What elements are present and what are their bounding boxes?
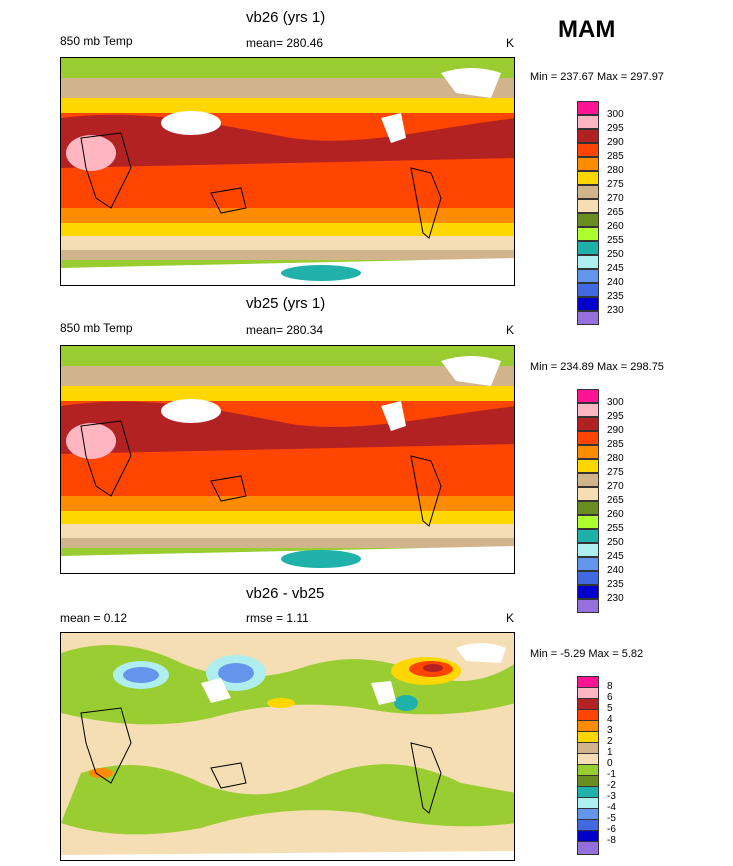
swatch	[577, 255, 599, 269]
swatch	[577, 529, 599, 543]
colorbar-label: 265	[607, 207, 624, 218]
panel-1-mean: mean= 280.46	[246, 36, 324, 50]
colorbar-label: 295	[607, 123, 624, 134]
swatch	[577, 543, 599, 557]
colorbar-label: 3	[607, 725, 613, 736]
swatch	[577, 227, 599, 241]
panel-2-mean: mean= 280.34	[246, 323, 324, 337]
swatch	[577, 585, 599, 599]
colorbar-label: 235	[607, 291, 624, 302]
colorbar-label: 230	[607, 593, 624, 604]
colorbar-label: 250	[607, 537, 624, 548]
colorbar-label: -6	[607, 824, 616, 835]
swatch	[577, 841, 599, 855]
swatch	[577, 311, 599, 325]
colorbar-label: 270	[607, 193, 624, 204]
swatch	[577, 459, 599, 473]
panel-1-map	[60, 57, 515, 286]
panel-3-title: vb26 - vb25	[246, 585, 325, 602]
colorbar-label: 240	[607, 565, 624, 576]
panel-1-title: vb26 (yrs 1)	[246, 9, 326, 26]
colorbar-label: 4	[607, 714, 613, 725]
panel-2-variable: 850 mb Temp	[60, 321, 133, 335]
swatch	[577, 389, 599, 403]
colorbar-label: 275	[607, 179, 624, 190]
swatch	[577, 599, 599, 613]
swatch	[577, 213, 599, 227]
colorbar-label: 285	[607, 439, 624, 450]
swatch	[577, 501, 599, 515]
panel-3-mean: mean = 0.12	[60, 611, 128, 625]
swatch	[577, 571, 599, 585]
swatch	[577, 241, 599, 255]
colorbar-label: 255	[607, 235, 624, 246]
swatch	[577, 445, 599, 459]
colorbar-label: 280	[607, 453, 624, 464]
colorbar-label: -1	[607, 769, 616, 780]
swatch	[577, 171, 599, 185]
panel-3-minmax: Min = -5.29 Max = 5.82	[530, 648, 644, 660]
colorbar-label: 0	[607, 758, 613, 769]
panel-1-minmax: Min = 237.67 Max = 297.97	[530, 71, 664, 83]
swatch	[577, 115, 599, 129]
colorbar-label: 290	[607, 137, 624, 148]
colorbar-label: 8	[607, 681, 613, 692]
panel-2-title: vb25 (yrs 1)	[246, 295, 326, 312]
season-title: MAM	[558, 16, 616, 43]
colorbar-label: 6	[607, 692, 613, 703]
swatch	[577, 403, 599, 417]
swatch	[577, 473, 599, 487]
swatch	[577, 557, 599, 571]
colorbar-label: 300	[607, 397, 624, 408]
colorbar-label: -4	[607, 802, 616, 813]
colorbar-label: 290	[607, 425, 624, 436]
swatch	[577, 417, 599, 431]
colorbar-label: -5	[607, 813, 616, 824]
colorbar-label: 235	[607, 579, 624, 590]
swatch	[577, 157, 599, 171]
swatch	[577, 283, 599, 297]
panel-2-map	[60, 345, 515, 574]
colorbar-label: 230	[607, 305, 624, 316]
colorbar-label: 260	[607, 509, 624, 520]
swatch	[577, 487, 599, 501]
swatch	[577, 129, 599, 143]
panel-3-rmse: rmse = 1.11	[246, 611, 309, 625]
panel-2-minmax: Min = 234.89 Max = 298.75	[530, 361, 664, 373]
colorbar-label: 265	[607, 495, 624, 506]
swatch	[577, 101, 599, 115]
swatch	[577, 269, 599, 283]
colorbar-label: 270	[607, 481, 624, 492]
swatch	[577, 431, 599, 445]
colorbar-label: 2	[607, 736, 613, 747]
colorbar-label: 240	[607, 277, 624, 288]
colorbar-label: 255	[607, 523, 624, 534]
colorbar-label: -2	[607, 780, 616, 791]
colorbar-label: 245	[607, 551, 624, 562]
panel-3-units: K	[506, 611, 515, 625]
panel-1-variable: 850 mb Temp	[60, 34, 133, 48]
colorbar-label: 245	[607, 263, 624, 274]
colorbar-label: -8	[607, 835, 616, 846]
panel-1-units: K	[506, 36, 515, 50]
colorbar-label: 300	[607, 109, 624, 120]
colorbar-label: 295	[607, 411, 624, 422]
colorbar-label: 285	[607, 151, 624, 162]
swatch	[577, 297, 599, 311]
panel-3-map	[60, 632, 515, 861]
colorbar-label: -3	[607, 791, 616, 802]
colorbar-label: 275	[607, 467, 624, 478]
colorbar-label: 280	[607, 165, 624, 176]
swatch	[577, 515, 599, 529]
panel-2-units: K	[506, 323, 515, 337]
swatch	[577, 143, 599, 157]
colorbar-label: 5	[607, 703, 613, 714]
colorbar-label: 250	[607, 249, 624, 260]
swatch	[577, 185, 599, 199]
colorbar-label: 260	[607, 221, 624, 232]
swatch	[577, 199, 599, 213]
colorbar-label: 1	[607, 747, 613, 758]
